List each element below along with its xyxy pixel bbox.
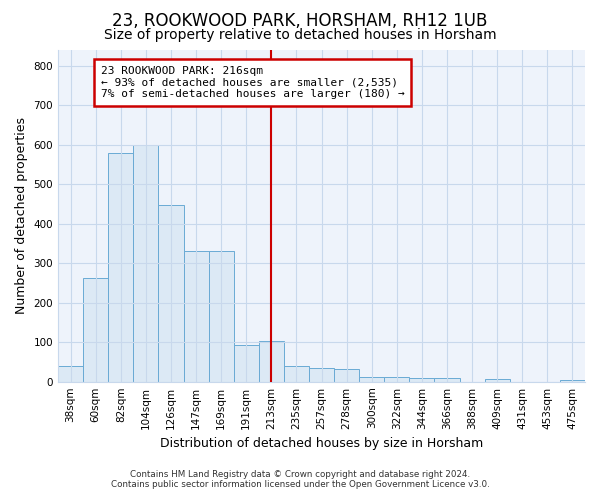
Bar [434,378,460,382]
Bar [309,368,334,382]
Text: 23 ROOKWOOD PARK: 216sqm
← 93% of detached houses are smaller (2,535)
7% of semi: 23 ROOKWOOD PARK: 216sqm ← 93% of detach… [101,66,404,99]
X-axis label: Distribution of detached houses by size in Horsham: Distribution of detached houses by size … [160,437,483,450]
Bar [384,376,409,382]
Bar [209,252,233,382]
Bar [409,378,434,382]
Bar [58,366,83,382]
Bar [284,366,309,382]
Bar [158,205,184,382]
Bar [184,252,209,382]
Text: Contains HM Land Registry data © Crown copyright and database right 2024.
Contai: Contains HM Land Registry data © Crown c… [110,470,490,489]
Bar [334,368,359,382]
Text: Size of property relative to detached houses in Horsham: Size of property relative to detached ho… [104,28,496,42]
Y-axis label: Number of detached properties: Number of detached properties [15,118,28,314]
Bar [560,380,585,382]
Bar [485,378,510,382]
Bar [259,341,284,382]
Text: 23, ROOKWOOD PARK, HORSHAM, RH12 1UB: 23, ROOKWOOD PARK, HORSHAM, RH12 1UB [112,12,488,30]
Bar [108,152,133,382]
Bar [233,345,259,382]
Bar [83,278,108,382]
Bar [359,376,384,382]
Bar [133,145,158,382]
